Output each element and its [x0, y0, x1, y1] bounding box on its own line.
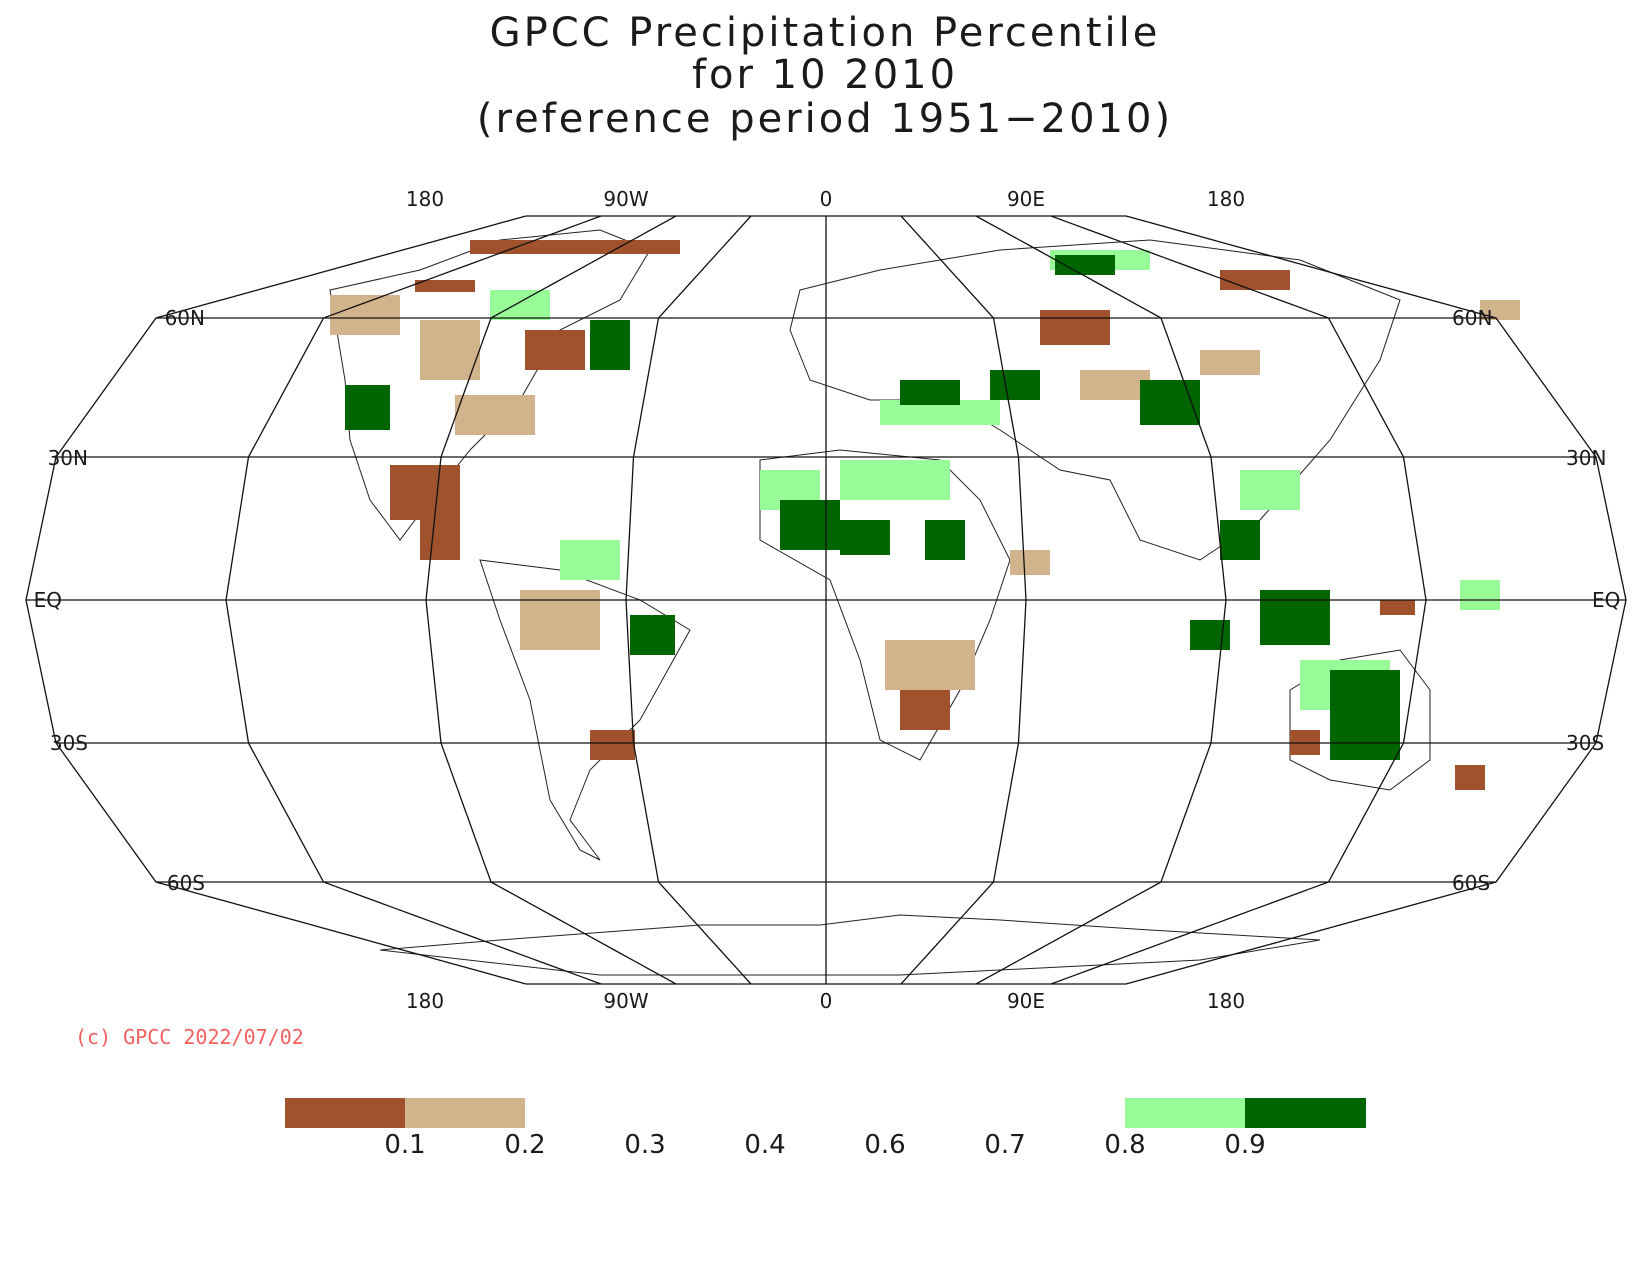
top-lon-label: 90W — [603, 187, 648, 211]
bottom-lon-label: 90E — [1007, 989, 1045, 1013]
right-lat-label: 60S — [1452, 871, 1490, 895]
precip-cell-very-wet — [780, 500, 840, 550]
precip-cell-dry — [420, 320, 480, 380]
legend-tick: 0.7 — [984, 1130, 1026, 1160]
precip-cell-very-wet — [1260, 590, 1330, 645]
precip-cell-dry — [1200, 350, 1260, 375]
left-lat-label: EQ — [34, 588, 62, 612]
meridian-line — [625, 215, 752, 985]
legend-tick: 0.2 — [504, 1130, 546, 1160]
right-lat-label: 30N — [1566, 446, 1606, 470]
precip-cell-very-dry — [525, 330, 585, 370]
precip-cell-dry — [1080, 370, 1150, 400]
precip-cell-wet — [840, 460, 950, 500]
precipitation-regions — [329, 229, 1520, 976]
bottom-lon-label: 180 — [406, 989, 444, 1013]
precip-cell-dry — [885, 640, 975, 690]
legend-tick: 0.1 — [384, 1130, 426, 1160]
meridian-line — [425, 215, 677, 985]
precip-cell-very-wet — [630, 615, 675, 655]
world-map: 180 90W 0 90E 180 180 90W 0 90E 180 60N 30N EQ 30S 60S… — [25, 187, 1627, 1013]
precip-cell-wet — [560, 540, 620, 580]
meridian-line — [225, 215, 602, 985]
legend-swatch-very-dry — [285, 1098, 405, 1128]
bottom-lon-label: 90W — [603, 989, 648, 1013]
precip-cell-very-dry — [420, 520, 460, 560]
legend-swatch-very-wet — [1245, 1098, 1366, 1128]
legend-tick: 0.4 — [744, 1130, 786, 1160]
eurasia-outline — [789, 239, 1401, 561]
top-lon-label: 180 — [406, 187, 444, 211]
legend-swatch-dry — [405, 1098, 525, 1128]
top-lon-label: 180 — [1207, 187, 1245, 211]
precip-cell-very-dry — [390, 465, 460, 520]
title-line-3: (reference period 1951−2010) — [476, 96, 1174, 142]
precip-cell-very-wet — [1055, 255, 1115, 275]
precip-cell-very-dry — [900, 690, 950, 730]
precip-cell-very-dry — [1380, 600, 1415, 615]
precip-cell-dry — [520, 590, 600, 650]
left-lat-label: 30S — [50, 731, 88, 755]
map-outline — [25, 215, 1627, 985]
antarctica-outline — [379, 914, 1321, 976]
axis-labels: 180 90W 0 90E 180 180 90W 0 90E 180 60N 30N EQ 30S 60S… — [34, 187, 1621, 1013]
precip-cell-very-dry — [1220, 270, 1290, 290]
right-lat-label: 60N — [1452, 306, 1492, 330]
precip-cell-very-wet — [900, 380, 960, 405]
precip-cell-very-wet — [590, 320, 630, 370]
legend-tick: 0.3 — [624, 1130, 666, 1160]
precip-cell-dry — [455, 395, 535, 435]
left-lat-label: 60S — [167, 871, 205, 895]
precip-cell-dry — [330, 295, 400, 335]
title-line-2: for 10 2010 — [691, 52, 959, 98]
precip-cell-dry — [1010, 550, 1050, 575]
legend-tick: 0.6 — [864, 1130, 906, 1160]
title-line-1: GPCC Precipitation Percentile — [489, 10, 1161, 56]
left-lat-label: 30N — [48, 446, 88, 470]
bottom-lon-label: 180 — [1207, 989, 1245, 1013]
precip-cell-very-wet — [1220, 520, 1260, 560]
bottom-lon-label: 0 — [820, 989, 833, 1013]
legend-swatch-wet — [1125, 1098, 1245, 1128]
precip-cell-very-dry — [415, 280, 475, 292]
precip-cell-dry — [1480, 300, 1520, 320]
precip-cell-very-wet — [345, 385, 390, 430]
legend-tick: 0.8 — [1104, 1130, 1146, 1160]
meridian-line — [975, 215, 1227, 985]
meridian-line — [1050, 215, 1427, 985]
precip-cell-very-wet — [1140, 380, 1200, 425]
australia-outline — [1289, 649, 1431, 791]
meridian-line — [900, 215, 1027, 985]
precip-cell-wet — [490, 290, 550, 320]
top-lon-label: 0 — [820, 187, 833, 211]
precip-cell-very-dry — [590, 730, 635, 760]
precip-cell-very-wet — [840, 520, 890, 555]
left-lat-label: 60N — [165, 306, 205, 330]
precip-cell-wet — [1240, 470, 1300, 510]
copyright-note: (c) GPCC 2022/07/02 — [75, 1025, 304, 1049]
precip-cell-very-wet — [1330, 670, 1400, 760]
precip-cell-wet — [1460, 580, 1500, 610]
legend-tick: 0.9 — [1224, 1130, 1266, 1160]
precip-cell-very-dry — [1040, 310, 1110, 345]
right-lat-label: EQ — [1592, 588, 1620, 612]
graticule — [25, 215, 1627, 985]
top-lon-label: 90E — [1007, 187, 1045, 211]
precip-cell-very-wet — [990, 370, 1040, 400]
precip-cell-very-wet — [925, 520, 965, 560]
precip-cell-very-dry — [1455, 765, 1485, 790]
right-lat-label: 30S — [1566, 731, 1604, 755]
